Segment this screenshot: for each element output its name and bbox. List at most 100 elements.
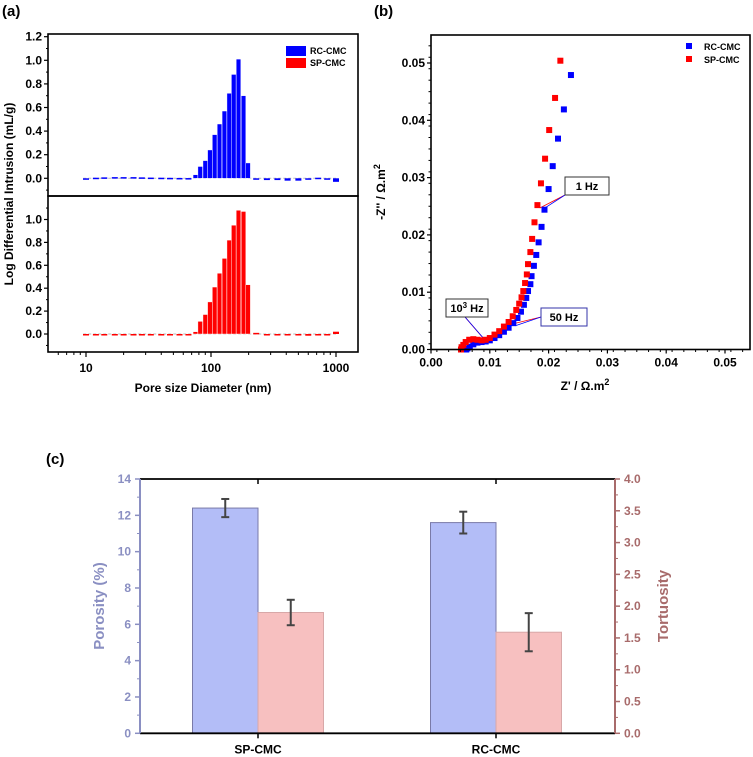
bar-baseline — [92, 334, 99, 336]
annotation-leader-red — [513, 316, 542, 325]
bar-baseline — [176, 334, 183, 336]
bar — [245, 162, 251, 179]
data-point — [535, 239, 542, 246]
bar — [245, 284, 251, 335]
y-left-tick-label: 10 — [118, 545, 132, 559]
bar-baseline — [120, 334, 127, 336]
annotation-leader-blue — [515, 316, 542, 327]
bar — [231, 225, 237, 335]
x-tick-label: 100 — [201, 361, 221, 375]
panel-label-a: (a) — [2, 3, 20, 20]
bar — [231, 74, 237, 179]
data-point — [534, 202, 541, 209]
bar — [212, 286, 218, 335]
data-point — [500, 328, 507, 335]
data-point — [500, 323, 507, 330]
data-point — [517, 308, 524, 315]
y-tick-label: 0.8 — [25, 77, 42, 91]
x-tick-label: 0.03 — [596, 356, 620, 370]
y-tick-label: 0.8 — [25, 235, 42, 249]
x-category-label: RC-CMC — [472, 742, 521, 756]
data-point — [557, 57, 564, 64]
data-point — [528, 273, 535, 280]
plot-frame — [47, 195, 359, 353]
y-tick-label: 0.6 — [25, 258, 42, 272]
bar-baseline — [92, 177, 99, 180]
data-point — [505, 324, 512, 331]
annotation-box — [445, 298, 489, 318]
data-point — [533, 251, 540, 258]
bar-baseline — [138, 177, 145, 179]
data-point — [529, 235, 536, 242]
y-left-tick-label: 4 — [124, 654, 131, 668]
bar — [192, 174, 198, 179]
y-axis-label: Log Differential Intrusion (mL/g) — [2, 103, 16, 286]
y-tick-label: 0.2 — [25, 148, 42, 162]
bar-baseline — [167, 177, 174, 180]
x-tick-label: 10 — [79, 361, 93, 375]
legend-label: SP-CMC — [310, 58, 346, 68]
y-left-tick-label: 12 — [118, 508, 132, 522]
bar-baseline — [111, 177, 118, 179]
data-point — [525, 288, 532, 295]
panel-b-nyquist-plot: 1 Hz 103 Hz 50 Hz 0.00 0.01 0.02 0.03 0.04 0.05 0… — [372, 34, 751, 393]
bar — [241, 211, 247, 335]
y-right-tick-label: 4.0 — [624, 472, 641, 486]
bar-porosity — [192, 507, 259, 734]
x-tick-label: 0.00 — [419, 356, 443, 370]
y-left-tick-label: 0 — [124, 726, 131, 740]
y-tick-label: 0.04 — [402, 113, 426, 127]
y-left-tick-label: 8 — [124, 581, 131, 595]
data-point — [505, 318, 512, 325]
bar-baseline — [253, 332, 260, 335]
bar — [221, 258, 227, 335]
y-right-tick-label: 0.0 — [624, 726, 641, 740]
legend: RC-CMC SP-CMC — [286, 46, 347, 68]
category-rc-cmc — [430, 510, 562, 734]
y-right-tick-label: 1.0 — [624, 663, 641, 677]
bar — [212, 134, 218, 179]
data-point — [470, 336, 477, 343]
y-tick-label: 0.00 — [402, 343, 426, 357]
legend-label: RC-CMC — [310, 46, 347, 56]
panel-label-b: (b) — [374, 3, 393, 20]
y-right-tick-label: 3.0 — [624, 536, 641, 550]
y-right-tick-label: 2.5 — [624, 567, 641, 581]
y-tick-label: 0.4 — [25, 124, 42, 138]
data-point — [523, 271, 530, 278]
data-point — [527, 249, 534, 256]
bar — [226, 93, 232, 179]
legend-marker-sp-cmc — [686, 56, 692, 62]
data-point — [546, 127, 553, 134]
bar-baseline — [83, 334, 89, 336]
data-point — [542, 155, 549, 162]
x-axis-label: Pore size Diameter (nm) — [135, 381, 272, 395]
x-tick-label: 0.01 — [478, 356, 502, 370]
legend-label: RC-CMC — [704, 42, 741, 52]
annotation-1: 103 Hz — [445, 298, 489, 318]
bar — [202, 314, 208, 335]
bar — [221, 110, 227, 179]
bar-baseline — [253, 178, 260, 180]
y-left-tick-label: 6 — [124, 617, 131, 631]
annotation-label: 1 Hz — [576, 181, 599, 193]
category-sp-cmc — [192, 497, 324, 734]
y-axis-label: -Z'' / Ω.m2 — [372, 164, 388, 220]
data-point — [482, 336, 489, 343]
bar-baseline — [138, 334, 145, 336]
data-point — [531, 219, 538, 226]
y-tick-label: 0.0 — [25, 171, 42, 185]
annotation-leader-red — [539, 194, 566, 209]
bar-baseline — [324, 178, 331, 180]
y-tick-label: 0.0 — [25, 327, 42, 341]
series-sp-cmc — [457, 57, 564, 353]
y-left-tick-label: 14 — [118, 472, 132, 486]
y-tick-label: 1.0 — [25, 53, 42, 67]
y-right-axis-label: Tortuosity — [655, 569, 672, 642]
data-point — [560, 106, 567, 113]
y-tick-label: 0.01 — [402, 285, 426, 299]
data-point — [537, 180, 544, 187]
annotation-box — [564, 176, 610, 196]
error-bar-tortuosity — [524, 612, 533, 653]
bar-baseline — [305, 334, 312, 336]
